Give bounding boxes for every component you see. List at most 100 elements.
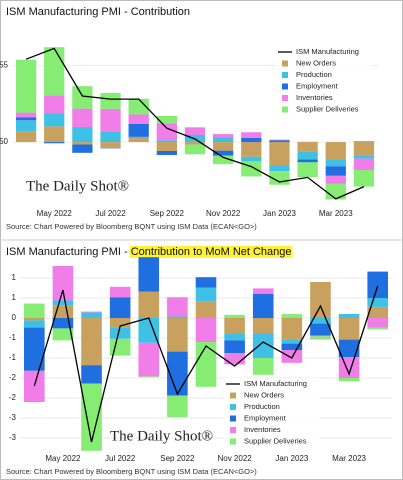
bar-segment — [156, 123, 177, 141]
bar-segment — [367, 327, 388, 330]
y-tick-label: -3 — [9, 413, 17, 422]
bar-segment — [213, 134, 234, 138]
bar-segment — [15, 112, 37, 118]
bar-segment — [195, 301, 217, 318]
bar-segment — [367, 306, 388, 318]
bar-segment — [338, 339, 360, 358]
bar-segment — [252, 334, 274, 358]
bar-segment — [24, 320, 45, 328]
x-tick-label: May 2022 — [45, 454, 81, 463]
bar-segment — [281, 350, 303, 363]
line-series — [33, 285, 379, 443]
bar-segment — [310, 336, 331, 340]
bar-segment — [52, 328, 74, 341]
bar-segment — [195, 277, 217, 288]
bar-segment — [310, 318, 331, 324]
bar-segment — [128, 114, 149, 124]
bar-segment — [81, 365, 102, 384]
bar-segment — [338, 318, 360, 340]
bar-segment — [24, 370, 45, 402]
bar-segment — [297, 142, 318, 152]
legend-swatch — [282, 83, 288, 90]
y-tick-label: 50 — [0, 137, 9, 146]
source: Source: Chart Powered by Bloomberg BQNT … — [6, 467, 257, 476]
x-tick-label: Jan 2023 — [263, 209, 296, 218]
y-tick-label: -3 — [9, 433, 17, 442]
x-tick-label: May 2022 — [37, 209, 73, 218]
legend-swatch — [282, 106, 288, 113]
legend-swatch — [282, 72, 288, 78]
bar-segment — [184, 144, 206, 155]
bar-segment — [241, 156, 262, 162]
legend-swatch — [282, 60, 288, 67]
y-tick-label: 1 — [12, 273, 17, 282]
bar-segment — [325, 183, 346, 200]
bar-segment — [100, 92, 121, 109]
bar-segment — [252, 294, 274, 318]
bar-segment — [24, 303, 45, 318]
y-tick-label: -2 — [9, 393, 17, 402]
bar-segment — [167, 395, 188, 418]
bar-segment — [138, 318, 160, 343]
y-tick-label: 55 — [0, 60, 9, 69]
legend-label: New Orders — [296, 58, 336, 67]
bar-segment — [367, 318, 388, 328]
bar-segment — [100, 108, 121, 132]
bar-segment — [310, 282, 331, 318]
bar-segment — [195, 318, 217, 342]
bar-segment — [15, 117, 37, 121]
watermark: The Daily Shot® — [110, 428, 213, 444]
watermark: The Daily Shot® — [26, 178, 129, 194]
bar-segment — [109, 318, 131, 328]
bar-segment — [281, 343, 303, 350]
bar-segment — [81, 383, 102, 451]
bar-segment — [44, 95, 65, 114]
bar-segment — [81, 312, 102, 318]
bar-segment — [252, 318, 274, 334]
bar-segment — [325, 142, 346, 160]
bar-segment — [167, 318, 188, 352]
bar-segment — [353, 155, 375, 159]
bar-segment — [367, 298, 388, 307]
bar-segment — [156, 142, 177, 151]
legend-label: New Orders — [244, 390, 284, 399]
legend-label: Inventories — [244, 425, 281, 434]
bar-segment — [252, 358, 274, 375]
bar-segment — [44, 142, 65, 144]
legend-swatch — [230, 427, 236, 433]
bar-segment — [100, 142, 121, 149]
legend-label: ISM Manufacturing — [244, 379, 307, 388]
bar-segment — [353, 141, 375, 143]
bar-segment — [213, 150, 234, 156]
bar-segment — [52, 300, 74, 306]
bar-segment — [269, 140, 290, 143]
title-text: ISM Manufacturing PMI - — [6, 246, 128, 258]
legend-label: Employment — [296, 81, 339, 90]
bar-segment — [297, 151, 318, 160]
bar-segment — [138, 376, 160, 378]
bar-segment — [72, 86, 93, 109]
bar-segment — [325, 166, 346, 176]
bar-segment — [44, 126, 65, 143]
bar-segment — [252, 288, 274, 294]
bar-segment — [72, 127, 93, 143]
legend-swatch — [230, 392, 236, 399]
legend-label: ISM Manufacturing — [296, 47, 359, 56]
bar-segment — [281, 339, 303, 344]
chart-title: ISM Manufacturing PMI - Contribution to … — [6, 246, 292, 258]
bar-segment — [224, 353, 245, 365]
x-tick-label: Sep 2022 — [160, 454, 195, 463]
chart-title: ISM Manufacturing PMI - Contribution — [6, 6, 190, 18]
x-tick-label: Nov 2022 — [217, 454, 252, 463]
bar-segment — [138, 342, 160, 377]
y-tick-label: -1 — [9, 353, 17, 362]
bar-segment — [81, 311, 102, 313]
bar-segment — [241, 132, 262, 138]
bar-segment — [128, 98, 149, 115]
legend-label: Supplier Deliveries — [244, 436, 307, 445]
x-tick-label: Mar 2023 — [332, 454, 366, 463]
bar-segment — [195, 342, 217, 387]
bar-segment — [241, 142, 262, 157]
legend-swatch — [230, 438, 236, 445]
bar-segment — [81, 318, 102, 366]
